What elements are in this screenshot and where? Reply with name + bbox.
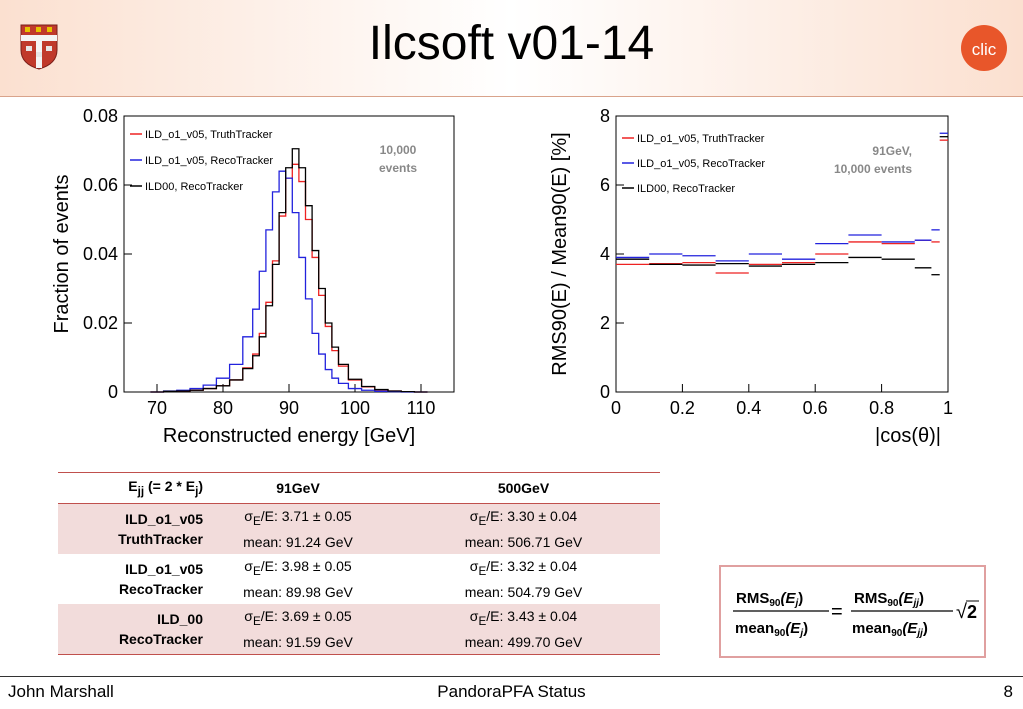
resolution-formula: RMS90(Ej) mean90(Ej) = RMS90(Ejj) mean90… <box>733 590 979 639</box>
x-tick-label: 0.4 <box>736 398 761 418</box>
svg-text:RMS90(Ejj): RMS90(Ejj) <box>854 590 924 609</box>
annotation-line: 91GeV, <box>872 144 912 158</box>
formula-box: RMS90(Ej) mean90(Ej) = RMS90(Ejj) mean90… <box>719 565 986 658</box>
mean-91: mean: 91.24 GeV <box>243 533 353 550</box>
x-tick-label: 90 <box>279 398 299 418</box>
y-tick-label: 0.06 <box>83 175 118 195</box>
annotation-line: 10,000 <box>380 143 417 157</box>
slide-title: Ilcsoft v01-14 <box>368 17 655 70</box>
svg-text:√: √ <box>956 601 967 623</box>
x-tick-label: 100 <box>340 398 370 418</box>
mean-500: mean: 504.79 GeV <box>464 583 583 600</box>
table-row: ILD_o1_v05 TruthTracker σE/E: 3.71 ± 0.05… <box>58 503 660 554</box>
header-ejj-cell: Ejj (= 2 * Ej) <box>58 472 209 504</box>
y-tick-label: 0.04 <box>83 244 118 264</box>
footer-author: John Marshall <box>8 682 114 701</box>
x-tick-label: 0.8 <box>869 398 894 418</box>
x-tick-label: 0 <box>611 398 621 418</box>
legend-entry: ILD00, RecoTracker <box>637 183 735 195</box>
legend-entry: ILD_o1_v05, RecoTracker <box>145 155 273 167</box>
y-tick-label: 0.08 <box>83 106 118 126</box>
sigma-500: : 3.43 ± 0.04 <box>499 608 578 625</box>
svg-text:=: = <box>831 601 843 623</box>
y-tick-label: 6 <box>600 175 610 195</box>
sigma-500: : 3.30 ± 0.04 <box>499 508 578 525</box>
sigma-91: : 3.69 ± 0.05 <box>273 608 352 625</box>
y-tick-label: 0.02 <box>83 313 118 333</box>
svg-text:mean90(Ejj): mean90(Ejj) <box>852 620 928 639</box>
slide-footer: John Marshall PandoraPFA Status 8 <box>0 676 1023 709</box>
mean-500: mean: 499.70 GeV <box>464 633 583 650</box>
clic-logo: clic <box>961 25 1007 71</box>
table-header-row: Ejj (= 2 * Ej) 91GeV 500GeV <box>58 472 660 504</box>
mean-91: mean: 91.59 GeV <box>243 633 353 650</box>
x-tick-label: 0.2 <box>670 398 695 418</box>
x-axis-label: Reconstructed energy [GeV] <box>163 425 415 447</box>
energy-histogram-chart: 70 80 90 100 110 0 0.02 0.04 0.06 0.08 ILD_o1_v05,… <box>51 106 455 447</box>
row-name: ILD_o1_v05 <box>125 561 203 577</box>
legend-entry: ILD_o1_v05, RecoTracker <box>637 158 765 170</box>
y-axis-label: Fraction of events <box>51 175 73 334</box>
y-axis-label: RMS90(E) / Mean90(E) [%] <box>549 132 571 375</box>
page-number: 8 <box>1003 682 1013 701</box>
y-tick-label: 0 <box>600 382 610 402</box>
row-tracker: RecoTracker <box>118 631 203 647</box>
header-500gev: 500GeV <box>387 472 660 504</box>
sigma-91: : 3.98 ± 0.05 <box>273 558 352 575</box>
y-tick-label: 8 <box>600 106 610 126</box>
row-tracker: RecoTracker <box>118 581 203 597</box>
table-row: ILD_00 RecoTracker σE/E: 3.69 ± 0.05 mean:… <box>58 604 660 655</box>
series-line <box>150 148 428 393</box>
x-tick-label: 80 <box>213 398 233 418</box>
y-tick-label: 2 <box>600 313 610 333</box>
slide-header: Ilcsoft v01-14 clic <box>0 0 1023 97</box>
svg-text:RMS90(Ej): RMS90(Ej) <box>736 590 803 609</box>
x-tick-label: 110 <box>407 398 436 418</box>
x-tick-label: 0.6 <box>803 398 828 418</box>
series-line <box>150 170 428 393</box>
svg-text:2: 2 <box>967 602 977 622</box>
x-tick-label: 1 <box>943 398 953 418</box>
row-tracker: TruthTracker <box>118 531 203 547</box>
x-axis-label: |cos(θ)| <box>875 425 941 447</box>
footer-title: PandoraPFA Status <box>437 682 586 701</box>
row-name: ILD_o1_v05 <box>125 511 203 527</box>
results-table: Ejj (= 2 * Ej) 91GeV 500GeV ILD_o1_v05 Tr… <box>58 472 660 655</box>
cambridge-crest-logo <box>20 24 58 70</box>
series-line <box>150 163 428 393</box>
mean-500: mean: 506.71 GeV <box>464 533 583 550</box>
mean-91: mean: 89.98 GeV <box>243 583 353 600</box>
table-row: ILD_o1_v05 RecoTracker σE/E: 3.98 ± 0.05 m… <box>118 558 583 600</box>
y-tick-label: 0 <box>108 382 118 402</box>
annotation-line: events <box>379 161 417 175</box>
x-tick-label: 70 <box>147 398 167 418</box>
legend-entry: ILD00, RecoTracker <box>145 181 243 193</box>
row-name: ILD_00 <box>157 611 203 627</box>
svg-text:clic: clic <box>972 40 997 59</box>
legend-entry: ILD_o1_v05, TruthTracker <box>637 133 765 145</box>
resolution-vs-costheta-chart: 0 0.2 0.4 0.6 0.8 1 0 2 4 6 8 ILD_o1_v05, TruthTrac… <box>549 106 953 447</box>
sigma-91: : 3.71 ± 0.05 <box>273 508 352 525</box>
header-91gev: 91GeV <box>209 472 387 504</box>
y-tick-label: 4 <box>600 244 610 264</box>
annotation-line: 10,000 events <box>834 162 912 176</box>
sigma-500: : 3.32 ± 0.04 <box>499 558 578 575</box>
legend-entry: ILD_o1_v05, TruthTracker <box>145 129 273 141</box>
svg-text:mean90(Ej): mean90(Ej) <box>735 620 808 639</box>
